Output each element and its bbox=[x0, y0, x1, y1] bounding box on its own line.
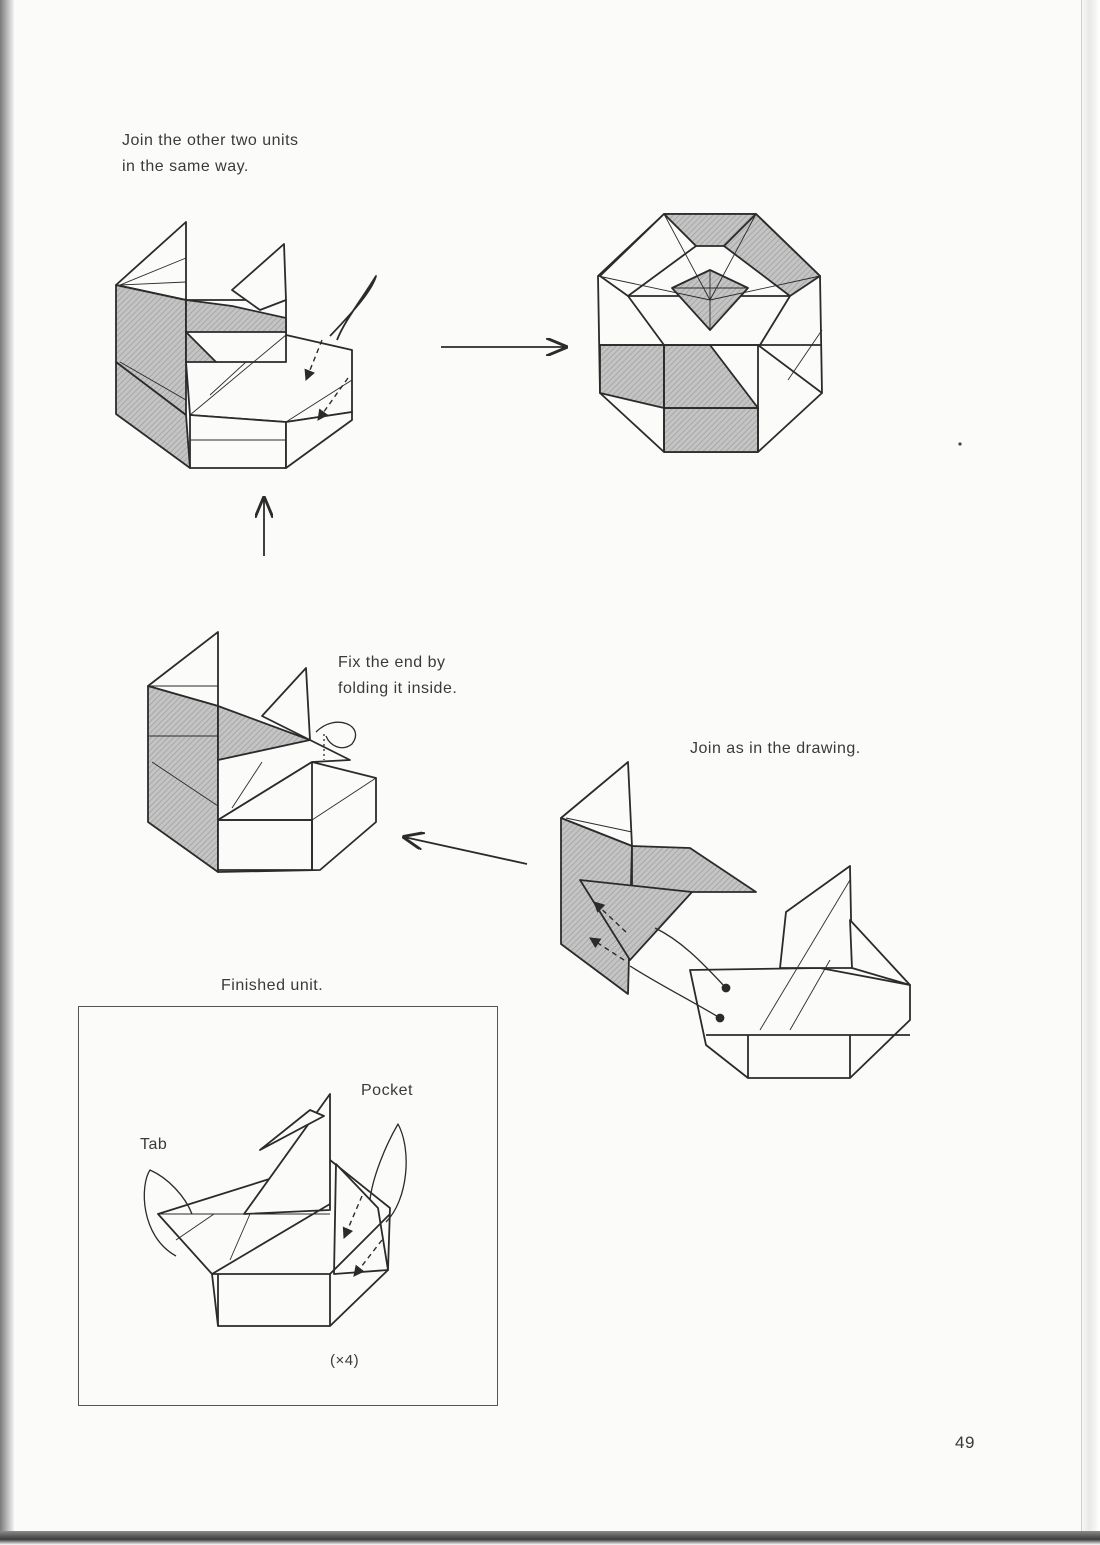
page-speck bbox=[958, 442, 962, 446]
page-number: 49 bbox=[955, 1433, 975, 1452]
caption-join-other-line1: Join the other two units bbox=[122, 132, 299, 149]
page-right-edge bbox=[1081, 0, 1100, 1545]
caption-fix-end-line1: Fix the end by bbox=[338, 654, 446, 671]
fig-three-units-joined bbox=[115, 221, 377, 469]
caption-join-drawing: Join as in the drawing. bbox=[690, 740, 861, 757]
book-gutter-shadow bbox=[0, 0, 14, 1545]
caption-fix-end-line2: folding it inside. bbox=[338, 680, 458, 697]
label-tab: Tab bbox=[140, 1136, 168, 1153]
fig-join-units bbox=[560, 761, 911, 1079]
fig-two-units-fixed bbox=[147, 631, 377, 873]
caption-join-other-line2: in the same way. bbox=[122, 158, 249, 175]
finished-unit-frame bbox=[78, 1006, 498, 1406]
label-pocket: Pocket bbox=[361, 1082, 413, 1099]
caption-finished-unit: Finished unit. bbox=[221, 977, 324, 994]
page-bottom-edge bbox=[0, 1531, 1100, 1545]
label-multiplier: (×4) bbox=[330, 1352, 360, 1369]
arrow-left bbox=[404, 837, 528, 865]
fig-completed-box bbox=[597, 213, 823, 453]
fig-finished-unit bbox=[143, 1093, 407, 1327]
